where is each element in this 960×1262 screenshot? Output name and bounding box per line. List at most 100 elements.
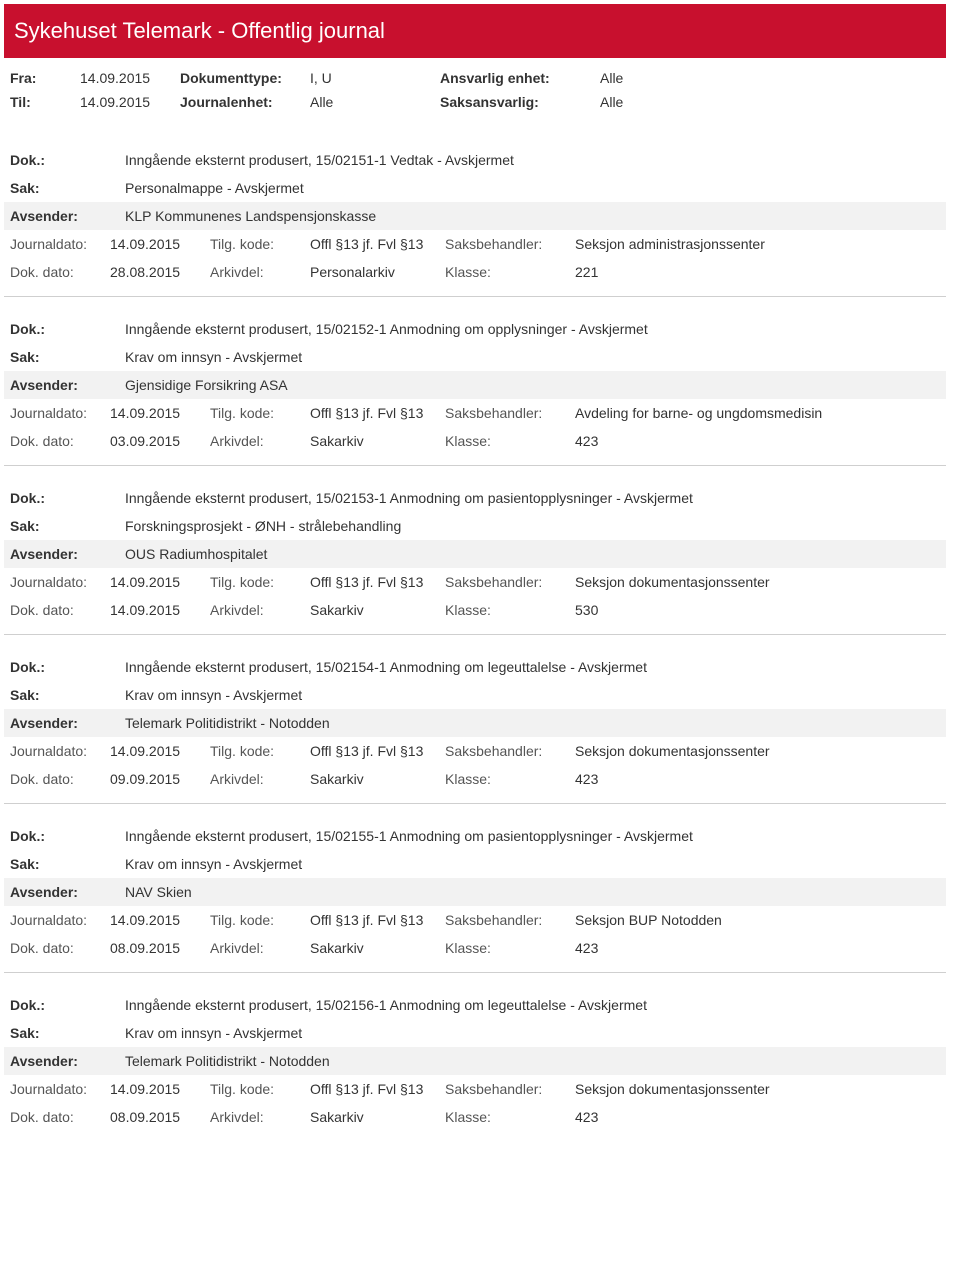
value-klasse: 423	[575, 940, 946, 956]
journal-entry: Dok.: Inngående eksternt produsert, 15/0…	[4, 146, 946, 297]
label-saksbehandler: Saksbehandler:	[445, 1081, 575, 1097]
value-klasse: 423	[575, 1109, 946, 1125]
value-journaldato: 14.09.2015	[110, 236, 210, 252]
meta-block: Fra: 14.09.2015 Dokumenttype: I, U Ansva…	[0, 58, 946, 128]
label-arkivdel: Arkivdel:	[210, 940, 310, 956]
meta-doktype-label: Dokumenttype:	[180, 70, 310, 86]
value-dokdato: 09.09.2015	[110, 771, 210, 787]
value-journaldato: 14.09.2015	[110, 574, 210, 590]
row-dokdato: Dok. dato: 08.09.2015 Arkivdel: Sakarkiv…	[4, 1103, 946, 1131]
label-dokdato: Dok. dato:	[10, 1109, 110, 1125]
row-avsender: Avsender: NAV Skien	[4, 878, 946, 906]
value-dokdato: 14.09.2015	[110, 602, 210, 618]
value-sak: Krav om innsyn - Avskjermet	[125, 1025, 946, 1041]
label-dokdato: Dok. dato:	[10, 433, 110, 449]
row-dok: Dok.: Inngående eksternt produsert, 15/0…	[4, 822, 946, 850]
label-arkivdel: Arkivdel:	[210, 1109, 310, 1125]
row-avsender: Avsender: OUS Radiumhospitalet	[4, 540, 946, 568]
value-arkivdel: Sakarkiv	[310, 1109, 445, 1125]
meta-til-value: 14.09.2015	[80, 94, 180, 110]
value-arkivdel: Sakarkiv	[310, 433, 445, 449]
meta-fra-value: 14.09.2015	[80, 70, 180, 86]
label-sak: Sak:	[10, 687, 125, 703]
value-tilgkode: Offl §13 jf. Fvl §13	[310, 1081, 445, 1097]
value-sak: Forskningsprosjekt - ØNH - strålebehandl…	[125, 518, 946, 534]
value-avsender: Gjensidige Forsikring ASA	[125, 377, 946, 393]
label-dokdato: Dok. dato:	[10, 264, 110, 280]
label-journaldato: Journaldato:	[10, 1081, 110, 1097]
meta-journalenhet-value: Alle	[310, 94, 440, 110]
label-arkivdel: Arkivdel:	[210, 771, 310, 787]
meta-journalenhet-label: Journalenhet:	[180, 94, 310, 110]
row-dok: Dok.: Inngående eksternt produsert, 15/0…	[4, 653, 946, 681]
label-tilgkode: Tilg. kode:	[210, 236, 310, 252]
page-header: Sykehuset Telemark - Offentlig journal	[4, 4, 946, 58]
label-tilgkode: Tilg. kode:	[210, 912, 310, 928]
label-dok: Dok.:	[10, 321, 125, 337]
label-klasse: Klasse:	[445, 602, 575, 618]
value-avsender: KLP Kommunenes Landspensjonskasse	[125, 208, 946, 224]
row-journaldato: Journaldato: 14.09.2015 Tilg. kode: Offl…	[4, 906, 946, 934]
label-journaldato: Journaldato:	[10, 743, 110, 759]
meta-saksansvarlig-value: Alle	[600, 94, 720, 110]
label-dok: Dok.:	[10, 152, 125, 168]
label-klasse: Klasse:	[445, 264, 575, 280]
value-dokdato: 28.08.2015	[110, 264, 210, 280]
label-arkivdel: Arkivdel:	[210, 433, 310, 449]
row-sak: Sak: Krav om innsyn - Avskjermet	[4, 850, 946, 878]
value-journaldato: 14.09.2015	[110, 405, 210, 421]
row-avsender: Avsender: KLP Kommunenes Landspensjonska…	[4, 202, 946, 230]
value-tilgkode: Offl §13 jf. Fvl §13	[310, 912, 445, 928]
value-dok: Inngående eksternt produsert, 15/02152-1…	[125, 321, 946, 337]
row-journaldato: Journaldato: 14.09.2015 Tilg. kode: Offl…	[4, 568, 946, 596]
label-sak: Sak:	[10, 1025, 125, 1041]
label-dok: Dok.:	[10, 659, 125, 675]
row-avsender: Avsender: Gjensidige Forsikring ASA	[4, 371, 946, 399]
value-avsender: Telemark Politidistrikt - Notodden	[125, 1053, 946, 1069]
label-avsender: Avsender:	[10, 884, 125, 900]
value-tilgkode: Offl §13 jf. Fvl §13	[310, 405, 445, 421]
label-sak: Sak:	[10, 180, 125, 196]
value-tilgkode: Offl §13 jf. Fvl §13	[310, 236, 445, 252]
label-saksbehandler: Saksbehandler:	[445, 236, 575, 252]
label-saksbehandler: Saksbehandler:	[445, 405, 575, 421]
value-dokdato: 08.09.2015	[110, 1109, 210, 1125]
value-sak: Krav om innsyn - Avskjermet	[125, 687, 946, 703]
value-dok: Inngående eksternt produsert, 15/02155-1…	[125, 828, 946, 844]
value-saksbehandler: Seksjon dokumentasjonssenter	[575, 743, 946, 759]
page-title: Sykehuset Telemark - Offentlig journal	[14, 18, 385, 43]
row-sak: Sak: Krav om innsyn - Avskjermet	[4, 343, 946, 371]
label-dok: Dok.:	[10, 828, 125, 844]
value-saksbehandler: Seksjon dokumentasjonssenter	[575, 574, 946, 590]
meta-saksansvarlig-label: Saksansvarlig:	[440, 94, 600, 110]
label-dokdato: Dok. dato:	[10, 940, 110, 956]
label-journaldato: Journaldato:	[10, 912, 110, 928]
label-journaldato: Journaldato:	[10, 405, 110, 421]
row-dokdato: Dok. dato: 03.09.2015 Arkivdel: Sakarkiv…	[4, 427, 946, 455]
journal-entry: Dok.: Inngående eksternt produsert, 15/0…	[4, 484, 946, 635]
row-dok: Dok.: Inngående eksternt produsert, 15/0…	[4, 146, 946, 174]
value-arkivdel: Sakarkiv	[310, 940, 445, 956]
value-dok: Inngående eksternt produsert, 15/02154-1…	[125, 659, 946, 675]
label-klasse: Klasse:	[445, 1109, 575, 1125]
value-tilgkode: Offl §13 jf. Fvl §13	[310, 743, 445, 759]
row-sak: Sak: Krav om innsyn - Avskjermet	[4, 1019, 946, 1047]
label-journaldato: Journaldato:	[10, 236, 110, 252]
row-dok: Dok.: Inngående eksternt produsert, 15/0…	[4, 484, 946, 512]
value-avsender: OUS Radiumhospitalet	[125, 546, 946, 562]
value-arkivdel: Personalarkiv	[310, 264, 445, 280]
row-dokdato: Dok. dato: 28.08.2015 Arkivdel: Personal…	[4, 258, 946, 286]
value-journaldato: 14.09.2015	[110, 743, 210, 759]
value-dok: Inngående eksternt produsert, 15/02151-1…	[125, 152, 946, 168]
value-arkivdel: Sakarkiv	[310, 602, 445, 618]
label-saksbehandler: Saksbehandler:	[445, 743, 575, 759]
meta-doktype-value: I, U	[310, 70, 440, 86]
label-sak: Sak:	[10, 349, 125, 365]
label-klasse: Klasse:	[445, 771, 575, 787]
row-dokdato: Dok. dato: 09.09.2015 Arkivdel: Sakarkiv…	[4, 765, 946, 793]
row-journaldato: Journaldato: 14.09.2015 Tilg. kode: Offl…	[4, 230, 946, 258]
row-journaldato: Journaldato: 14.09.2015 Tilg. kode: Offl…	[4, 1075, 946, 1103]
label-avsender: Avsender:	[10, 208, 125, 224]
label-tilgkode: Tilg. kode:	[210, 1081, 310, 1097]
label-journaldato: Journaldato:	[10, 574, 110, 590]
